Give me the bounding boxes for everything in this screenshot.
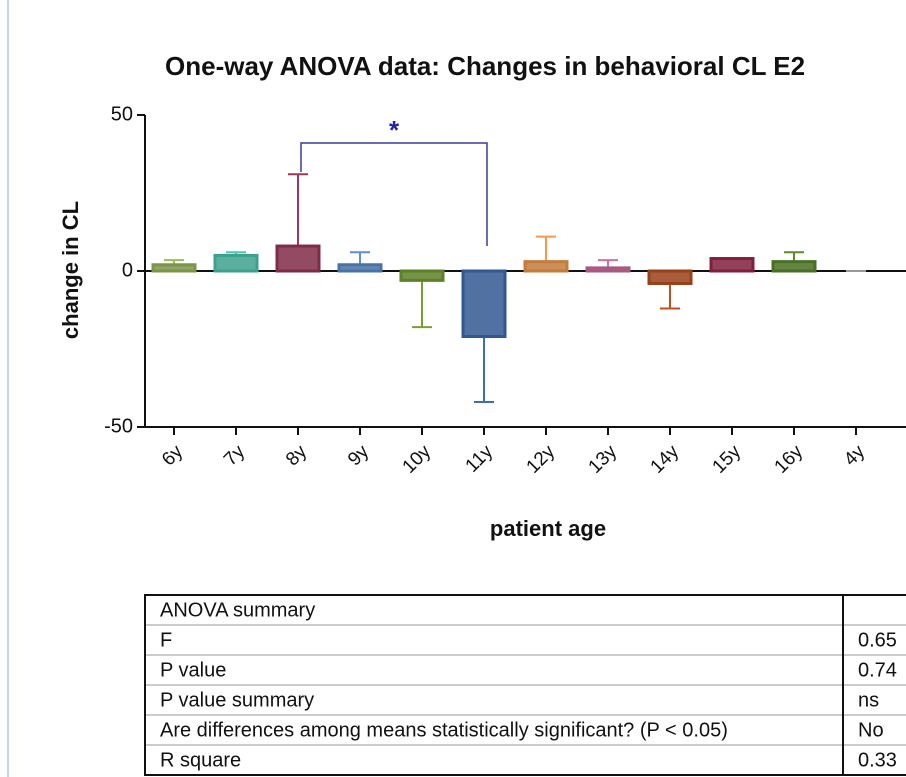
bar — [647, 269, 693, 285]
y-tick-label: -50 — [104, 415, 133, 437]
bar — [399, 269, 445, 282]
table-cell: 0.33 — [858, 749, 897, 771]
x-tick-label: 14y — [647, 441, 684, 478]
y-tick-label: 50 — [111, 103, 133, 125]
chart-title: One-way ANOVA data: Changes in behaviora… — [165, 51, 805, 81]
table-cell: ns — [858, 689, 879, 711]
x-tick-label: 9y — [344, 441, 373, 470]
bar — [709, 257, 755, 273]
x-tick-label: 13y — [585, 441, 622, 478]
y-axis-label: change in CL — [58, 201, 83, 339]
bar — [151, 263, 197, 273]
table-cell: F — [160, 629, 172, 651]
x-tick-label: 7y — [220, 441, 249, 470]
table-cell: 0.74 — [858, 659, 897, 681]
bar — [337, 263, 383, 273]
x-tick-label: 15y — [709, 441, 746, 478]
table-border — [144, 594, 906, 776]
table-cell: P value summary — [160, 689, 314, 711]
bar — [771, 260, 817, 273]
bar — [275, 244, 321, 273]
bar — [585, 266, 631, 273]
x-tick-label: 6y — [158, 441, 187, 470]
x-tick-label: 11y — [462, 441, 498, 477]
table-cell: 0.65 — [858, 629, 897, 651]
x-tick-label: 4y — [840, 441, 869, 470]
table-cell: ANOVA summary — [160, 599, 315, 621]
bar — [461, 269, 507, 339]
x-tick-label: 8y — [282, 441, 311, 470]
table-cell: No — [858, 719, 884, 741]
x-axis-label: patient age — [490, 516, 606, 541]
significance-bracket — [300, 142, 488, 246]
y-tick-label: 0 — [122, 259, 133, 281]
table-cell: P value — [160, 659, 226, 681]
bar — [523, 260, 569, 273]
table-cell: Are differences among means statisticall… — [160, 719, 728, 741]
significance-label: * — [389, 115, 400, 145]
table-cell: R square — [160, 749, 241, 771]
x-tick-label: 12y — [523, 441, 560, 478]
x-tick-label: 10y — [399, 441, 436, 478]
bar — [213, 253, 259, 273]
x-tick-label: 16y — [771, 441, 808, 478]
